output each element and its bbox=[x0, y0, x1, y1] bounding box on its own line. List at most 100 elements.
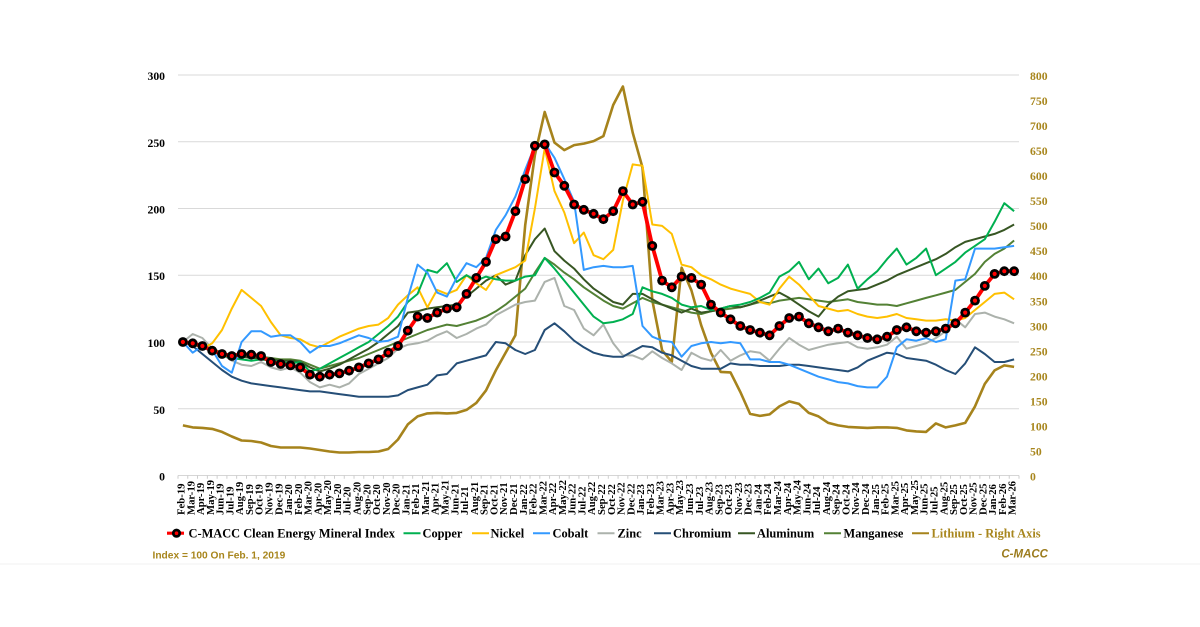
svg-text:May-23: May-23 bbox=[674, 480, 686, 515]
svg-text:Lithium - Right Axis: Lithium - Right Axis bbox=[932, 526, 1041, 540]
svg-text:Sep-21: Sep-21 bbox=[479, 484, 491, 515]
svg-text:C-MACC: C-MACC bbox=[1001, 549, 1048, 561]
svg-text:Zinc: Zinc bbox=[618, 526, 643, 540]
svg-text:Nov-21: Nov-21 bbox=[498, 482, 510, 515]
svg-text:Dec-23: Dec-23 bbox=[743, 484, 755, 515]
svg-text:Jun-21: Jun-21 bbox=[449, 484, 461, 515]
svg-text:Nov-20: Nov-20 bbox=[381, 482, 393, 515]
svg-text:Sep-20: Sep-20 bbox=[361, 484, 373, 515]
svg-text:Mar-20: Mar-20 bbox=[303, 481, 315, 515]
svg-text:Nov-23: Nov-23 bbox=[733, 482, 745, 515]
svg-text:Sep-25: Sep-25 bbox=[948, 484, 960, 515]
svg-text:Oct-24: Oct-24 bbox=[841, 483, 853, 515]
svg-text:Jul-25: Jul-25 bbox=[929, 486, 941, 515]
svg-text:Sep-24: Sep-24 bbox=[831, 483, 843, 515]
svg-text:50: 50 bbox=[153, 404, 165, 417]
svg-text:Aug-22: Aug-22 bbox=[586, 482, 598, 515]
svg-text:200: 200 bbox=[1030, 370, 1048, 383]
svg-text:Apr-21: Apr-21 bbox=[430, 483, 442, 515]
svg-text:Feb-21: Feb-21 bbox=[410, 484, 422, 515]
svg-text:Mar-21: Mar-21 bbox=[420, 481, 432, 515]
svg-text:Apr-20: Apr-20 bbox=[312, 483, 324, 515]
svg-text:Nov-22: Nov-22 bbox=[616, 482, 628, 515]
svg-text:450: 450 bbox=[1030, 245, 1048, 258]
svg-text:Apr-23: Apr-23 bbox=[664, 483, 676, 515]
svg-text:Aug-24: Aug-24 bbox=[821, 481, 833, 515]
svg-text:May-20: May-20 bbox=[322, 480, 334, 515]
svg-text:Aluminum: Aluminum bbox=[757, 526, 815, 540]
svg-text:Apr-25: Apr-25 bbox=[899, 483, 911, 515]
svg-text:Mar-19: Mar-19 bbox=[185, 481, 197, 515]
svg-text:Feb-26: Feb-26 bbox=[997, 483, 1009, 515]
svg-text:Apr-22: Apr-22 bbox=[547, 483, 559, 515]
svg-text:Feb-24: Feb-24 bbox=[762, 483, 774, 515]
svg-text:Apr-24: Apr-24 bbox=[782, 482, 794, 515]
svg-text:Feb-20: Feb-20 bbox=[293, 484, 305, 515]
svg-text:Jan-22: Jan-22 bbox=[518, 484, 530, 515]
svg-text:Feb-22: Feb-22 bbox=[528, 484, 540, 515]
svg-text:400: 400 bbox=[1030, 270, 1048, 283]
svg-text:150: 150 bbox=[1030, 395, 1048, 408]
svg-text:Jan-26: Jan-26 bbox=[987, 483, 999, 515]
svg-text:100: 100 bbox=[1030, 420, 1048, 433]
svg-text:Nov-24: Nov-24 bbox=[850, 482, 862, 515]
svg-text:Copper: Copper bbox=[423, 526, 463, 540]
svg-text:Nickel: Nickel bbox=[491, 526, 525, 540]
svg-text:Jun-22: Jun-22 bbox=[567, 484, 579, 515]
svg-text:700: 700 bbox=[1030, 120, 1048, 133]
svg-text:May-22: May-22 bbox=[557, 480, 569, 515]
svg-text:C-MACC Clean Energy Mineral In: C-MACC Clean Energy Mineral Index bbox=[189, 526, 396, 540]
svg-text:Oct-25: Oct-25 bbox=[958, 484, 970, 515]
svg-text:Mar-25: Mar-25 bbox=[889, 481, 901, 515]
svg-text:Feb-25: Feb-25 bbox=[880, 484, 892, 515]
svg-text:600: 600 bbox=[1030, 170, 1048, 183]
svg-text:Jun-19: Jun-19 bbox=[215, 484, 227, 515]
svg-text:Chromium: Chromium bbox=[673, 526, 732, 540]
svg-text:200: 200 bbox=[147, 204, 165, 217]
svg-text:May-24: May-24 bbox=[792, 479, 804, 515]
svg-text:Mar-24: Mar-24 bbox=[772, 480, 784, 515]
svg-text:Jul-19: Jul-19 bbox=[224, 486, 236, 515]
svg-text:Index = 100 On Feb. 1, 2019: Index = 100 On Feb. 1, 2019 bbox=[153, 551, 286, 562]
svg-text:750: 750 bbox=[1030, 95, 1048, 108]
svg-text:Mar-26: Mar-26 bbox=[1007, 480, 1019, 515]
svg-text:Aug-25: Aug-25 bbox=[938, 482, 950, 515]
svg-text:800: 800 bbox=[1030, 70, 1048, 83]
svg-text:Jun-24: Jun-24 bbox=[801, 483, 813, 515]
svg-text:350: 350 bbox=[1030, 295, 1048, 308]
svg-text:Jul-24: Jul-24 bbox=[811, 486, 823, 515]
svg-text:Sep-19: Sep-19 bbox=[244, 484, 256, 515]
svg-text:500: 500 bbox=[1030, 220, 1048, 233]
svg-text:Aug-23: Aug-23 bbox=[704, 482, 716, 515]
svg-text:Aug-21: Aug-21 bbox=[469, 482, 481, 515]
svg-text:May-21: May-21 bbox=[440, 480, 452, 515]
svg-text:50: 50 bbox=[1030, 446, 1042, 459]
svg-text:Jul-22: Jul-22 bbox=[576, 486, 588, 515]
svg-text:Dec-20: Dec-20 bbox=[391, 484, 403, 515]
svg-text:Oct-22: Oct-22 bbox=[606, 484, 618, 515]
svg-text:Jun-23: Jun-23 bbox=[684, 484, 696, 515]
svg-text:Jul-21: Jul-21 bbox=[459, 486, 471, 515]
svg-text:Feb-23: Feb-23 bbox=[645, 484, 657, 515]
svg-text:Dec-25: Dec-25 bbox=[977, 484, 989, 515]
svg-text:Manganese: Manganese bbox=[844, 526, 904, 540]
svg-text:Nov-25: Nov-25 bbox=[968, 482, 980, 515]
svg-text:0: 0 bbox=[159, 471, 165, 484]
svg-text:Dec-22: Dec-22 bbox=[625, 484, 637, 515]
svg-text:Oct-20: Oct-20 bbox=[371, 484, 383, 515]
svg-text:Jan-21: Jan-21 bbox=[400, 484, 412, 515]
svg-text:250: 250 bbox=[147, 137, 165, 150]
svg-text:Jan-24: Jan-24 bbox=[753, 483, 765, 515]
svg-text:Dec-19: Dec-19 bbox=[273, 484, 285, 515]
svg-text:Aug-19: Aug-19 bbox=[234, 482, 246, 515]
svg-text:300: 300 bbox=[1030, 320, 1048, 333]
svg-text:Jun-20: Jun-20 bbox=[332, 484, 344, 515]
svg-text:Jan-20: Jan-20 bbox=[283, 484, 295, 515]
svg-text:Apr-19: Apr-19 bbox=[195, 483, 207, 515]
svg-text:Sep-22: Sep-22 bbox=[596, 484, 608, 515]
svg-text:300: 300 bbox=[147, 70, 165, 83]
svg-text:Mar-22: Mar-22 bbox=[537, 481, 549, 515]
svg-text:May-25: May-25 bbox=[909, 480, 921, 515]
svg-text:100: 100 bbox=[147, 337, 165, 350]
svg-text:Oct-19: Oct-19 bbox=[254, 484, 266, 515]
